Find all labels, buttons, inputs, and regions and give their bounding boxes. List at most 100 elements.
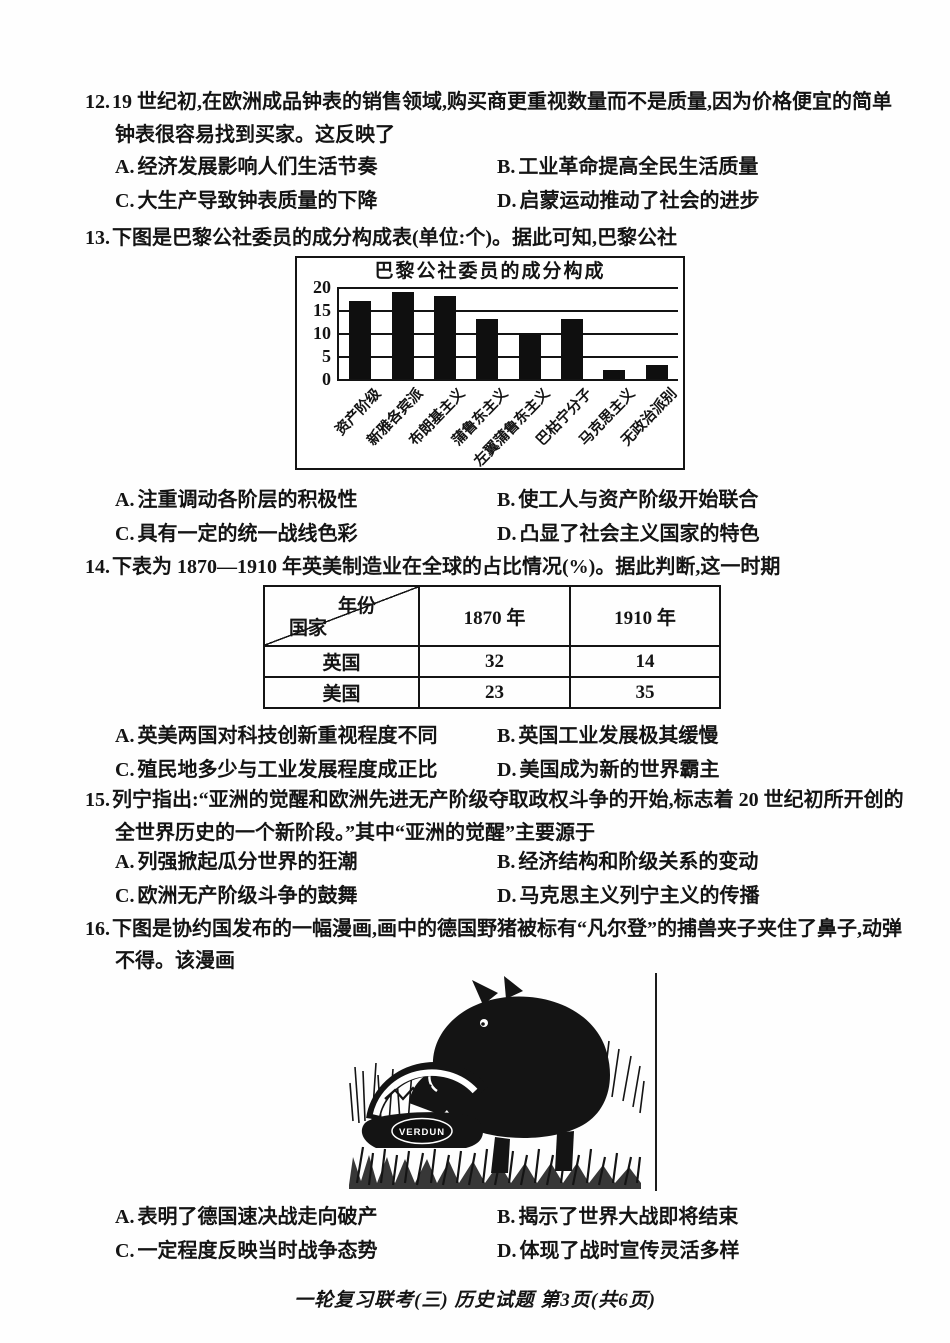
chart-title: 巴黎公社委员的成分构成 xyxy=(374,261,606,282)
option-d: D. 体现了战时宣传灵活多样 xyxy=(497,1239,950,1263)
cartoon-boar-trap-image: VERDUN xyxy=(349,976,645,1189)
option-c: C. 殖民地多少与工业发展程度成正比 xyxy=(115,758,497,782)
option-label: A. xyxy=(115,851,135,873)
option-text: 英美两国对科技创新重视程度不同 xyxy=(137,725,438,747)
option-c: C. 欧洲无产阶级斗争的鼓舞 xyxy=(115,884,497,908)
question-12-stem: 12. 19 世纪初,在欧洲成品钟表的销售领域,购买商更重视数量而不是质量,因为价… xyxy=(85,86,905,152)
row-label-us: 美国 xyxy=(263,676,420,709)
trap-label-text: VERDUN xyxy=(399,1127,445,1138)
question-15-options: A. 列强掀起瓜分世界的狂潮 B. 经济结构和阶级关系的变动 C. 欧洲无产阶级斗争的… xyxy=(115,850,950,908)
table-header-row: 年份 国家 1870 年 1910 年 xyxy=(263,585,721,647)
grass-strokes-left xyxy=(349,1062,413,1124)
option-b: B. 经济结构和阶级关系的变动 xyxy=(497,850,950,874)
option-label: D. xyxy=(497,1240,517,1262)
y-tick-label: 0 xyxy=(322,369,331,389)
column-header-1910: 1910 年 xyxy=(569,585,721,647)
boar-ear xyxy=(504,976,523,999)
gridline xyxy=(339,333,678,335)
corner-label-year: 年份 xyxy=(337,596,376,617)
table-row: 英国 32 14 xyxy=(263,645,721,678)
boar-snout xyxy=(409,1067,454,1115)
question-number: 16. xyxy=(85,918,110,940)
option-label: D. xyxy=(497,759,517,781)
cell-uk-1910: 14 xyxy=(569,645,721,678)
row-label-uk: 英国 xyxy=(263,645,420,678)
option-label: C. xyxy=(115,759,135,781)
cell-us-1870: 23 xyxy=(418,676,571,709)
option-label: D. xyxy=(497,523,517,545)
cell-uk-1870: 32 xyxy=(418,645,571,678)
trap-zigzag xyxy=(384,1084,432,1101)
boar-pupil xyxy=(481,1022,485,1026)
question-text: 19 世纪初,在欧洲成品钟表的销售领域,购买商更重视数量而不是质量,因为价格便宜… xyxy=(112,91,892,146)
bar-无政治派别 xyxy=(645,365,668,379)
option-label: A. xyxy=(115,156,135,178)
option-text: 一定程度反映当时战争态势 xyxy=(137,1240,378,1262)
option-a: A. 注重调动各阶层的积极性 xyxy=(115,488,497,512)
option-b: B. 使工人与资产阶级开始联合 xyxy=(497,488,950,512)
question-text: 下表为 1870—1910 年英美制造业在全球的占比情况(%)。据此判断,这一时… xyxy=(112,556,781,578)
option-text: 大生产导致钟表质量的下降 xyxy=(137,190,378,212)
trap-hoop-highlight xyxy=(372,1069,478,1116)
page-footer: 一轮复习联考(三) 历史试题 第3页(共6页) xyxy=(294,1290,656,1311)
option-text: 欧洲无产阶级斗争的鼓舞 xyxy=(137,885,358,907)
question-text: 下图是协约国发布的一幅漫画,画中的德国野猪被标有“凡尔登”的捕兽夹子夹住了鼻子,… xyxy=(112,918,902,972)
question-number: 12. xyxy=(85,91,110,113)
option-label: B. xyxy=(497,156,516,178)
option-d: D. 启蒙运动推动了社会的进步 xyxy=(497,189,950,213)
option-label: D. xyxy=(497,190,517,212)
boar-body xyxy=(432,996,610,1138)
option-label: C. xyxy=(115,523,135,545)
bar-布朗基主义 xyxy=(433,296,456,379)
option-a: A. 经济发展影响人们生活节奏 xyxy=(115,155,497,179)
option-d: D. 凸显了社会主义国家的特色 xyxy=(497,522,950,546)
option-text: 列强掀起瓜分世界的狂潮 xyxy=(137,851,358,873)
bar-巴枯宁分子 xyxy=(561,319,584,379)
option-b: B. 工业革命提高全民生活质量 xyxy=(497,155,950,179)
manufacturing-share-table: 年份 国家 1870 年 1910 年 英国 32 14 美国 23 35 xyxy=(263,585,721,709)
option-text: 马克思主义列宁主义的传播 xyxy=(519,885,760,907)
option-b: B. 英国工业发展极其缓慢 xyxy=(497,724,950,748)
option-label: B. xyxy=(497,851,516,873)
option-b: B. 揭示了世界大战即将结束 xyxy=(497,1205,950,1229)
option-c: C. 具有一定的统一战线色彩 xyxy=(115,522,497,546)
gridline xyxy=(339,287,678,289)
option-label: A. xyxy=(115,725,135,747)
option-label: A. xyxy=(115,1206,135,1228)
question-text: 列宁指出:“亚洲的觉醒和欧洲先进无产阶级夺取政权斗争的开始,标志着 20 世纪初… xyxy=(112,789,904,844)
option-label: C. xyxy=(115,885,135,907)
option-a: A. 列强掀起瓜分世界的狂潮 xyxy=(115,850,497,874)
question-12-options: A. 经济发展影响人们生活节奏 B. 工业革命提高全民生活质量 C. 大生产导致钟表质… xyxy=(115,155,950,213)
bar-蒲鲁东主义 xyxy=(476,319,499,379)
question-number: 13. xyxy=(85,227,110,249)
question-16-options: A. 表明了德国速决战走向破产 B. 揭示了世界大战即将结束 C. 一定程度反映当时战… xyxy=(115,1205,950,1263)
option-text: 体现了战时宣传灵活多样 xyxy=(519,1240,740,1262)
bar-马克思主义 xyxy=(603,369,626,379)
option-label: B. xyxy=(497,489,516,511)
option-text: 美国成为新的世界霸主 xyxy=(519,759,720,781)
question-15-stem: 15. 列宁指出:“亚洲的觉醒和欧洲先进无产阶级夺取政权斗争的开始,标志着 20 … xyxy=(85,784,905,850)
option-d: D. 马克思主义列宁主义的传播 xyxy=(497,884,950,908)
chart-plot xyxy=(337,287,678,381)
option-c: C. 一定程度反映当时战争态势 xyxy=(115,1239,497,1263)
option-text: 使工人与资产阶级开始联合 xyxy=(518,489,759,511)
option-text: 启蒙运动推动了社会的进步 xyxy=(519,190,760,212)
question-14-options: A. 英美两国对科技创新重视程度不同 B. 英国工业发展极其缓慢 C. 殖民地多少与工… xyxy=(115,724,950,782)
question-13-stem: 13. 下图是巴黎公社委员的成分构成表(单位:个)。据此可知,巴黎公社 xyxy=(85,223,905,253)
option-label: C. xyxy=(115,190,135,212)
option-text: 揭示了世界大战即将结束 xyxy=(518,1206,739,1228)
question-text: 下图是巴黎公社委员的成分构成表(单位:个)。据此可知,巴黎公社 xyxy=(112,227,677,249)
bar-新雅各宾派 xyxy=(391,291,414,379)
table-corner-cell: 年份 国家 xyxy=(263,585,420,647)
question-number: 14. xyxy=(85,556,110,578)
question-number: 15. xyxy=(85,789,110,811)
option-label: A. xyxy=(115,489,135,511)
chart-y-axis: 0 5 10 15 20 xyxy=(297,277,337,389)
question-14-stem: 14. 下表为 1870—1910 年英美制造业在全球的占比情况(%)。据此判断,… xyxy=(85,552,905,582)
corner-label-country: 国家 xyxy=(289,618,328,639)
option-text: 工业革命提高全民生活质量 xyxy=(518,156,759,178)
boar-ear xyxy=(472,980,498,1005)
y-tick-label: 20 xyxy=(313,277,331,297)
table-row: 美国 23 35 xyxy=(263,676,721,709)
cell-us-1910: 35 xyxy=(569,676,721,709)
